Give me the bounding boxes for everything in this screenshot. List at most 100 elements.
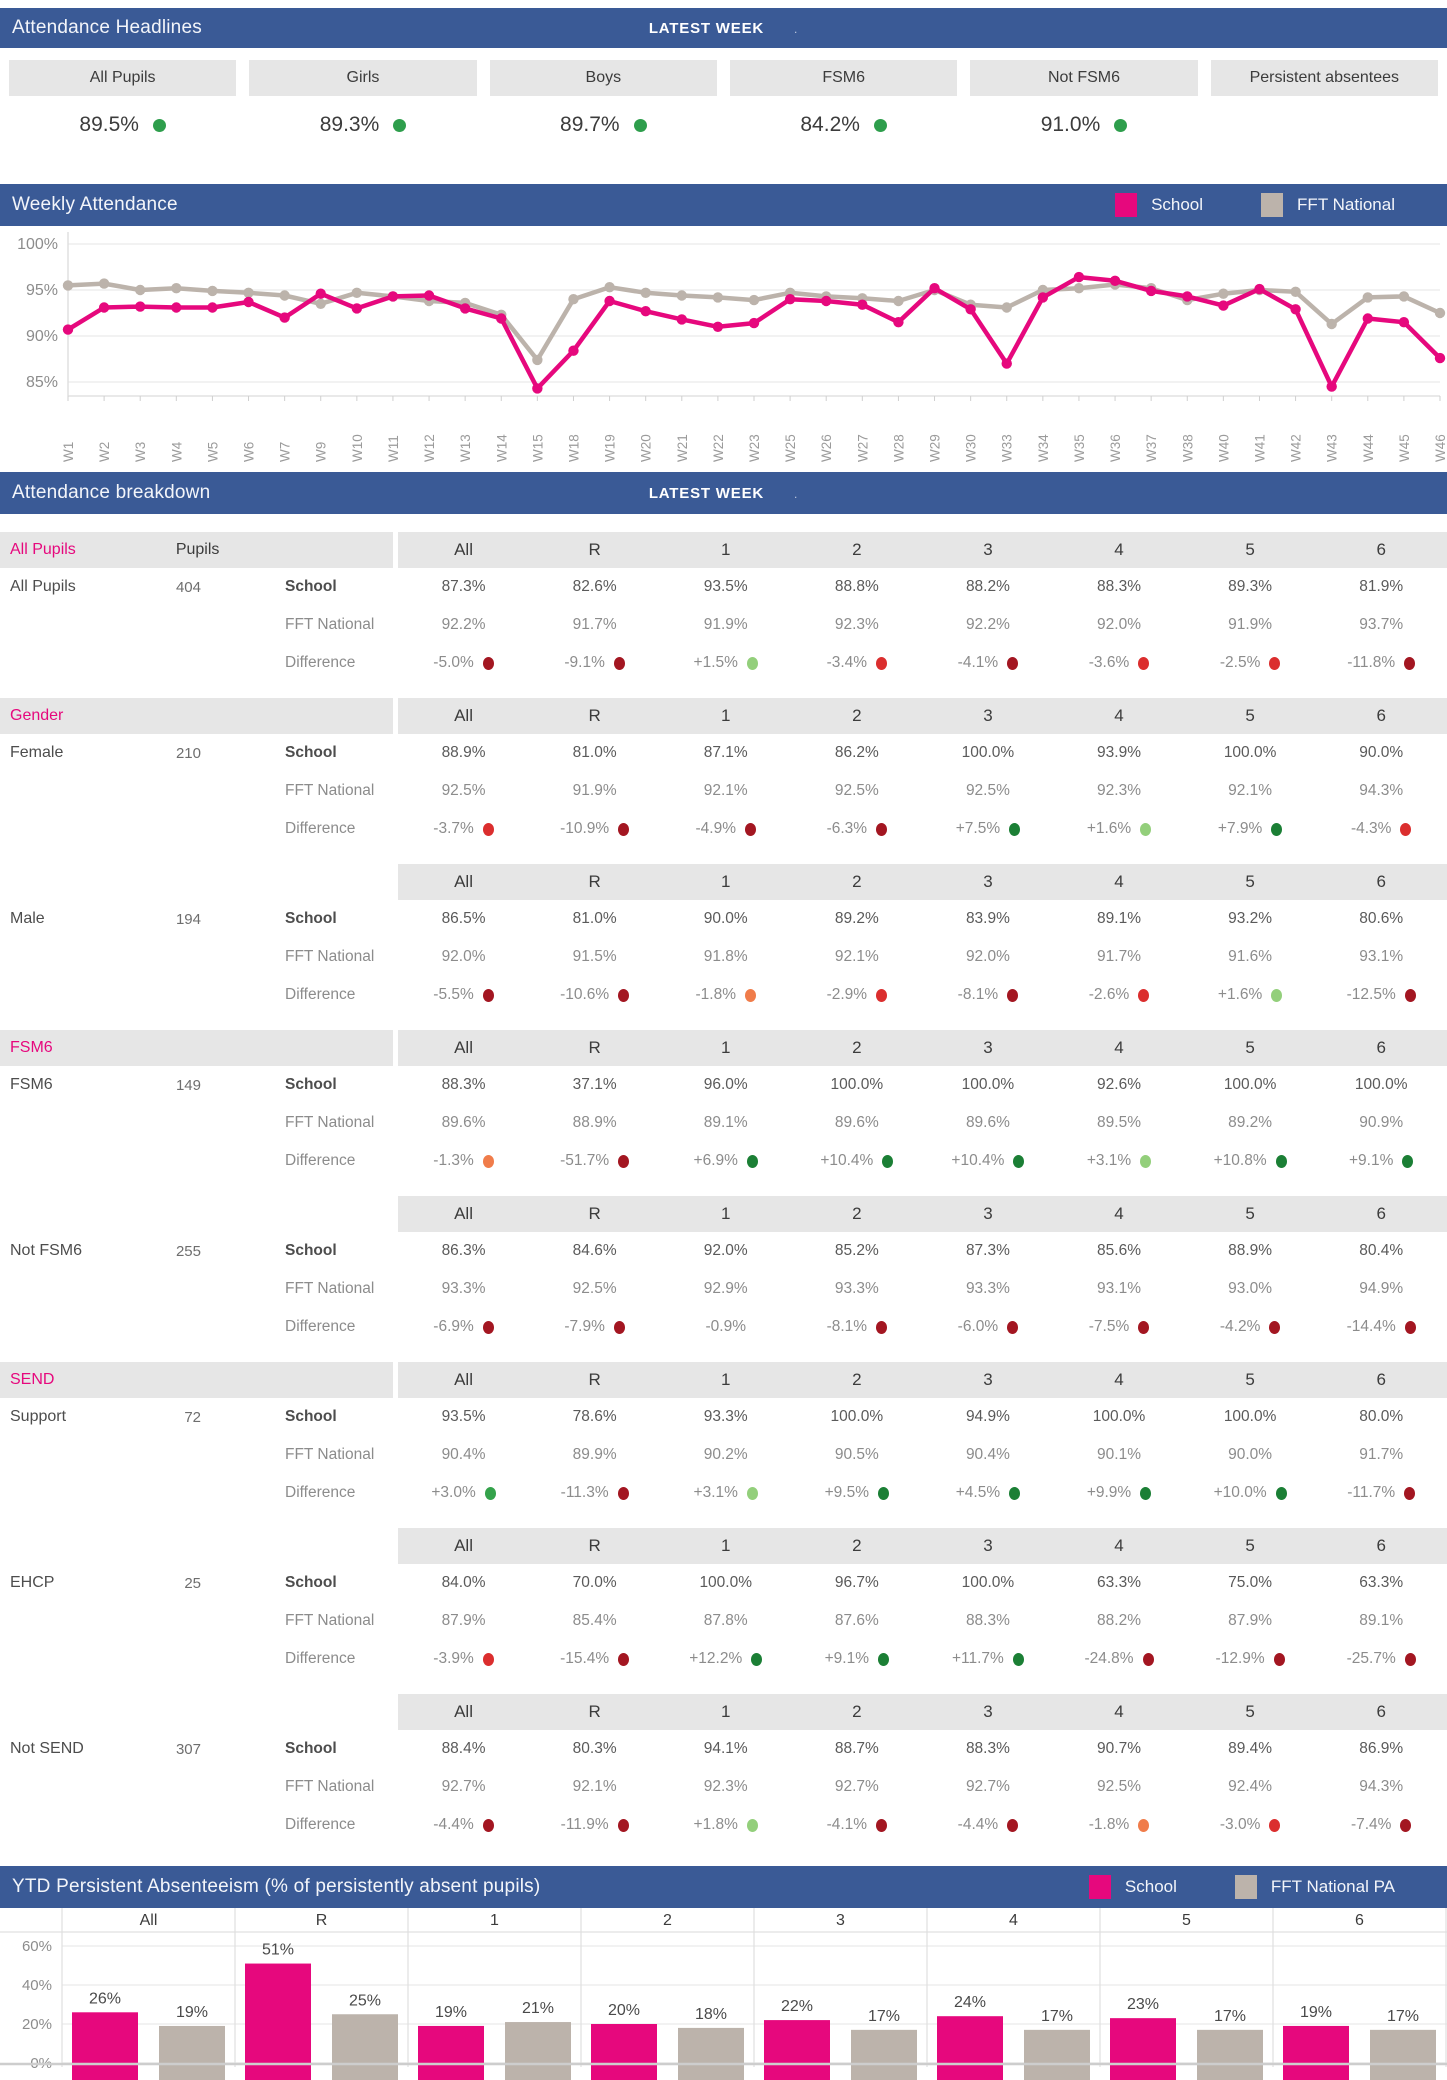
x-tick-label: W44 bbox=[1361, 434, 1376, 462]
value-cell: 81.0% bbox=[529, 910, 660, 928]
value-cell: -10.9% bbox=[529, 820, 660, 838]
data-point bbox=[532, 383, 543, 394]
headline-card[interactable]: FSM6 bbox=[729, 60, 958, 96]
value-cell: -4.3% bbox=[1316, 820, 1447, 838]
value-cell: 92.4% bbox=[1185, 1778, 1316, 1796]
year-group-column-header: R bbox=[529, 1694, 661, 1730]
national-value: 88.9% bbox=[572, 1114, 617, 1131]
breakdown-row: Difference -4.4% -11.9% +1.8% -4.1% -4.4% -1.8… bbox=[0, 1806, 1447, 1844]
latest-week-suffix: . bbox=[794, 21, 799, 36]
national-bar-value: 25% bbox=[349, 1992, 381, 2009]
value-cell: 90.4% bbox=[398, 1446, 529, 1464]
breakdown-section-header: All R 1 2 3 4 5 6 bbox=[0, 1694, 1447, 1730]
metric-label: FFT National bbox=[285, 1446, 375, 1463]
year-group-column-header: 1 bbox=[660, 1196, 792, 1232]
value-cell: 87.3% bbox=[398, 578, 529, 596]
value-cell: +9.9% bbox=[1053, 1484, 1184, 1502]
headline-value-cell: 89.7% bbox=[490, 108, 717, 142]
value-cell: 80.3% bbox=[529, 1740, 660, 1758]
year-group-column-header: 4 bbox=[1053, 532, 1185, 568]
school-bar-value: 51% bbox=[262, 1942, 294, 1959]
year-group-column-header: 5 bbox=[1184, 1196, 1316, 1232]
headline-card[interactable]: Not FSM6 bbox=[970, 60, 1198, 96]
data-point bbox=[1398, 291, 1410, 302]
value-cell: 88.2% bbox=[922, 578, 1053, 596]
section-header-left: FSM6 bbox=[0, 1030, 393, 1066]
difference-dot-icon bbox=[482, 1320, 494, 1334]
category-label: All bbox=[140, 1912, 158, 1929]
national-value: 93.7% bbox=[1359, 616, 1404, 633]
headline-card[interactable]: Persistent absentees bbox=[1210, 60, 1438, 96]
subject-name: Male bbox=[10, 910, 45, 927]
value-cell: 80.0% bbox=[1316, 1408, 1447, 1426]
value-cell: 92.0% bbox=[1053, 616, 1184, 634]
value-cell: 92.3% bbox=[1053, 782, 1184, 800]
school-value: 88.3% bbox=[1097, 578, 1141, 595]
legend-item-pa-school[interactable]: School bbox=[1088, 1875, 1177, 1899]
metric-label: FFT National bbox=[285, 1280, 375, 1297]
value-cell: -3.4% bbox=[791, 654, 922, 672]
data-point bbox=[1001, 302, 1012, 313]
national-bar bbox=[851, 2029, 917, 2080]
difference-value: -51.7% bbox=[560, 1152, 610, 1169]
year-group-column-header: 3 bbox=[922, 1528, 1054, 1564]
year-group-column-header: All bbox=[398, 1694, 530, 1730]
x-tick-label: W18 bbox=[566, 434, 581, 462]
data-point bbox=[315, 298, 326, 309]
difference-dot-icon bbox=[1007, 656, 1019, 670]
value-cell: -8.1% bbox=[922, 986, 1053, 1004]
headline-card-label: Persistent absentees bbox=[1249, 69, 1400, 86]
difference-dot-icon bbox=[618, 1154, 630, 1168]
value-cell: -2.6% bbox=[1053, 986, 1184, 1004]
year-group-column-header: 3 bbox=[922, 1694, 1054, 1730]
y-tick-label: 85% bbox=[26, 374, 58, 391]
year-group-column-header: 4 bbox=[1053, 1030, 1185, 1066]
year-group-column-header: 5 bbox=[1184, 532, 1316, 568]
school-bar bbox=[245, 1963, 311, 2080]
x-tick-label: W7 bbox=[278, 442, 293, 462]
school-value: 94.9% bbox=[965, 1408, 1010, 1425]
year-group-column-header: 3 bbox=[922, 1362, 1054, 1398]
legend-item-school[interactable]: School bbox=[1115, 193, 1203, 217]
year-group-column-header: All bbox=[398, 1528, 530, 1564]
school-value: 88.8% bbox=[834, 578, 879, 595]
difference-value: -10.6% bbox=[560, 986, 610, 1003]
value-cell: 63.3% bbox=[1316, 1574, 1447, 1592]
metric-label: School bbox=[285, 578, 337, 595]
year-group-column-header: R bbox=[529, 1362, 661, 1398]
legend-item-fft-national[interactable]: FFT National bbox=[1261, 193, 1395, 217]
x-tick-label: W22 bbox=[711, 434, 726, 462]
value-cell: 91.9% bbox=[529, 782, 660, 800]
value-cell: 90.1% bbox=[1053, 1446, 1184, 1464]
value-cell: 100.0% bbox=[1316, 1076, 1447, 1094]
school-value: 85.2% bbox=[834, 1242, 879, 1259]
value-cell: +12.2% bbox=[660, 1650, 791, 1668]
pupils-column-header: Pupils bbox=[175, 541, 220, 558]
headline-card[interactable]: Girls bbox=[249, 60, 477, 96]
value-cell: -7.9% bbox=[529, 1318, 660, 1336]
year-group-column-header: R bbox=[529, 1528, 661, 1564]
year-group-column-header: 1 bbox=[660, 864, 792, 900]
national-bar-value: 18% bbox=[695, 2006, 727, 2023]
year-group-column-header: All bbox=[398, 698, 530, 734]
pa-bar-group: All 26% 19% bbox=[72, 1912, 225, 2080]
weekly-attendance-line-chart: 85%90%95%100%W1 W2 W3 W4 W5 W6 W7 W9 W10 W11 W12 W1… bbox=[17, 232, 1447, 462]
school-value: 93.5% bbox=[703, 578, 748, 595]
headline-card[interactable]: Boys bbox=[489, 60, 717, 96]
breakdown-section-header: FSM6 All R 1 2 3 4 5 6 bbox=[0, 1030, 1447, 1066]
legend-item-pa-national[interactable]: FFT National PA bbox=[1234, 1875, 1395, 1899]
difference-value: -14.4% bbox=[1346, 1318, 1396, 1335]
national-value: 92.0% bbox=[1097, 616, 1141, 633]
data-point bbox=[207, 285, 218, 297]
headline-card[interactable]: All Pupils bbox=[9, 60, 237, 96]
value-cell: 78.6% bbox=[529, 1408, 660, 1426]
value-cell: -6.0% bbox=[922, 1318, 1053, 1336]
national-value: 90.2% bbox=[703, 1446, 748, 1463]
pa-bar-group: 1 19% 21% bbox=[418, 1912, 571, 2080]
year-group-column-header: R bbox=[529, 1196, 661, 1232]
year-group-column-header: All bbox=[398, 532, 530, 568]
value-cell: +7.5% bbox=[922, 820, 1053, 838]
difference-dot-icon bbox=[746, 656, 758, 670]
subject-name: All Pupils bbox=[10, 578, 76, 595]
data-point bbox=[351, 287, 363, 298]
